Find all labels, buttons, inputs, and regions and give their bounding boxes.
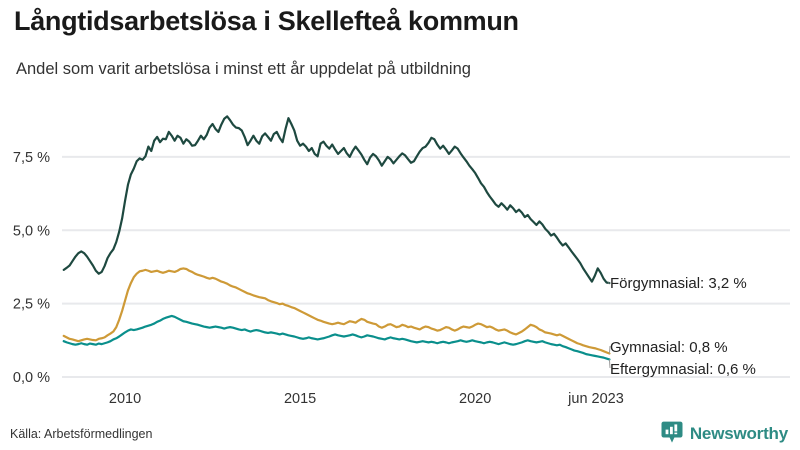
series-line-eftergymnasial [62, 314, 611, 361]
x-axis-ticks: 2010 2015 2020 jun 2023 [109, 391, 624, 407]
brand-name: Newsworthy [689, 423, 788, 443]
y-axis-tick-label: 5,0 % [13, 223, 50, 239]
bar-chart-pin-icon [661, 421, 683, 445]
series-leader-lines [607, 282, 611, 369]
x-axis-tick-label: 2015 [284, 391, 316, 407]
label-leader-line [608, 359, 611, 369]
y-axis-tick-label: 0,0 % [13, 370, 50, 386]
series-line-förgymnasial [62, 115, 611, 285]
newsworthy-brand[interactable]: Newsworthy [661, 421, 788, 445]
series-labels-group: Förgymnasial: 3,2 % Gymnasial: 0,8 % Efter… [610, 275, 756, 378]
chart-subtitle: Andel som varit arbetslösa i minst ett å… [16, 60, 471, 78]
x-axis-tick-label: 2020 [459, 391, 491, 407]
x-axis-tick-label: jun 2023 [567, 391, 624, 407]
series-lines-group [62, 115, 611, 361]
series-label-gymnasial: Gymnasial: 0,8 % [610, 339, 728, 356]
source-note: Källa: Arbetsförmedlingen [10, 427, 153, 441]
y-axis-tick-label: 7,5 % [13, 150, 50, 166]
label-leader-line [608, 345, 611, 354]
y-axis-ticks: 0,0 % 2,5 % 5,0 % 7,5 % [13, 150, 50, 386]
gridlines-group [62, 155, 790, 378]
y-axis-tick-label: 2,5 % [13, 297, 50, 313]
page-title: Långtidsarbetslösa i Skellefteå kommun [14, 6, 519, 36]
series-label-förgymnasial: Förgymnasial: 3,2 % [610, 275, 747, 292]
x-axis-tick-label: 2010 [109, 391, 141, 407]
series-label-eftergymnasial: Eftergymnasial: 0,6 % [610, 361, 756, 378]
series-line-gymnasial [62, 267, 611, 355]
